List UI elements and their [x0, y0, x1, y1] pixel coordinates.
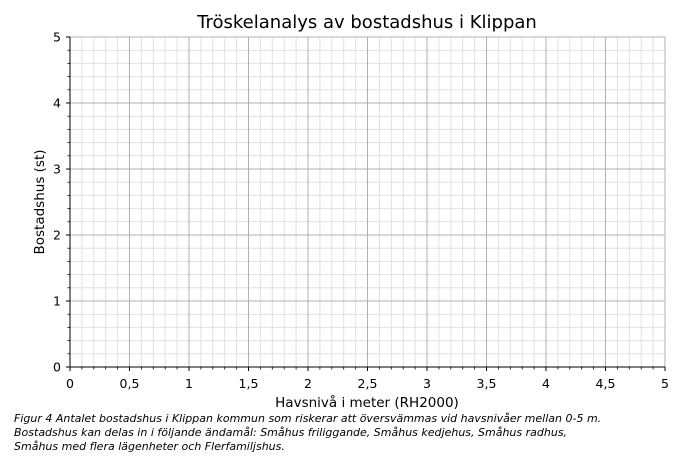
x-tick-label: 4,5: [596, 376, 616, 391]
chart-svg: 0 0,5 1 1,5 2 2,5 3 3,5 4 4,5 5 0 1 2 3 4 5 Tröskelanaly…: [32, 12, 669, 410]
y-tick-label: 5: [53, 30, 61, 45]
x-tick-label: 1: [185, 376, 193, 391]
x-tick-label: 1,5: [239, 376, 259, 391]
y-axis-label: Bostadshus (st): [32, 149, 48, 254]
x-tick-label: 0,5: [120, 376, 140, 391]
grid: [69, 36, 666, 368]
x-tick-label: 2: [304, 376, 312, 391]
chart-title: Tröskelanalys av bostadshus i Klippan: [196, 12, 537, 33]
figure-caption: Figur 4 Antalet bostadshus i Klippan kom…: [14, 412, 694, 454]
x-tick-label: 0: [66, 376, 74, 391]
y-tick-label: 4: [53, 96, 61, 111]
y-tick-label: 2: [53, 228, 61, 243]
x-tick-label: 3,5: [477, 376, 497, 391]
caption-line: Figur 4 Antalet bostadshus i Klippan kom…: [14, 412, 602, 425]
x-axis-label: Havsnivå i meter (RH2000): [275, 394, 459, 410]
axes: 0 0,5 1 1,5 2 2,5 3 3,5 4 4,5 5 0 1 2 3 4 5: [53, 30, 669, 392]
y-tick-label: 0: [53, 360, 61, 375]
x-tick-label: 2,5: [358, 376, 378, 391]
caption-line: Småhus med flera lägenheter och Flerfami…: [14, 440, 285, 453]
x-tick-label: 5: [661, 376, 669, 391]
y-tick-label: 1: [53, 294, 61, 309]
x-tick-label: 3: [423, 376, 431, 391]
caption-line: Bostadshus kan delas in i följande ändam…: [14, 426, 568, 439]
x-tick-label: 4: [542, 376, 550, 391]
y-tick-label: 3: [53, 162, 61, 177]
